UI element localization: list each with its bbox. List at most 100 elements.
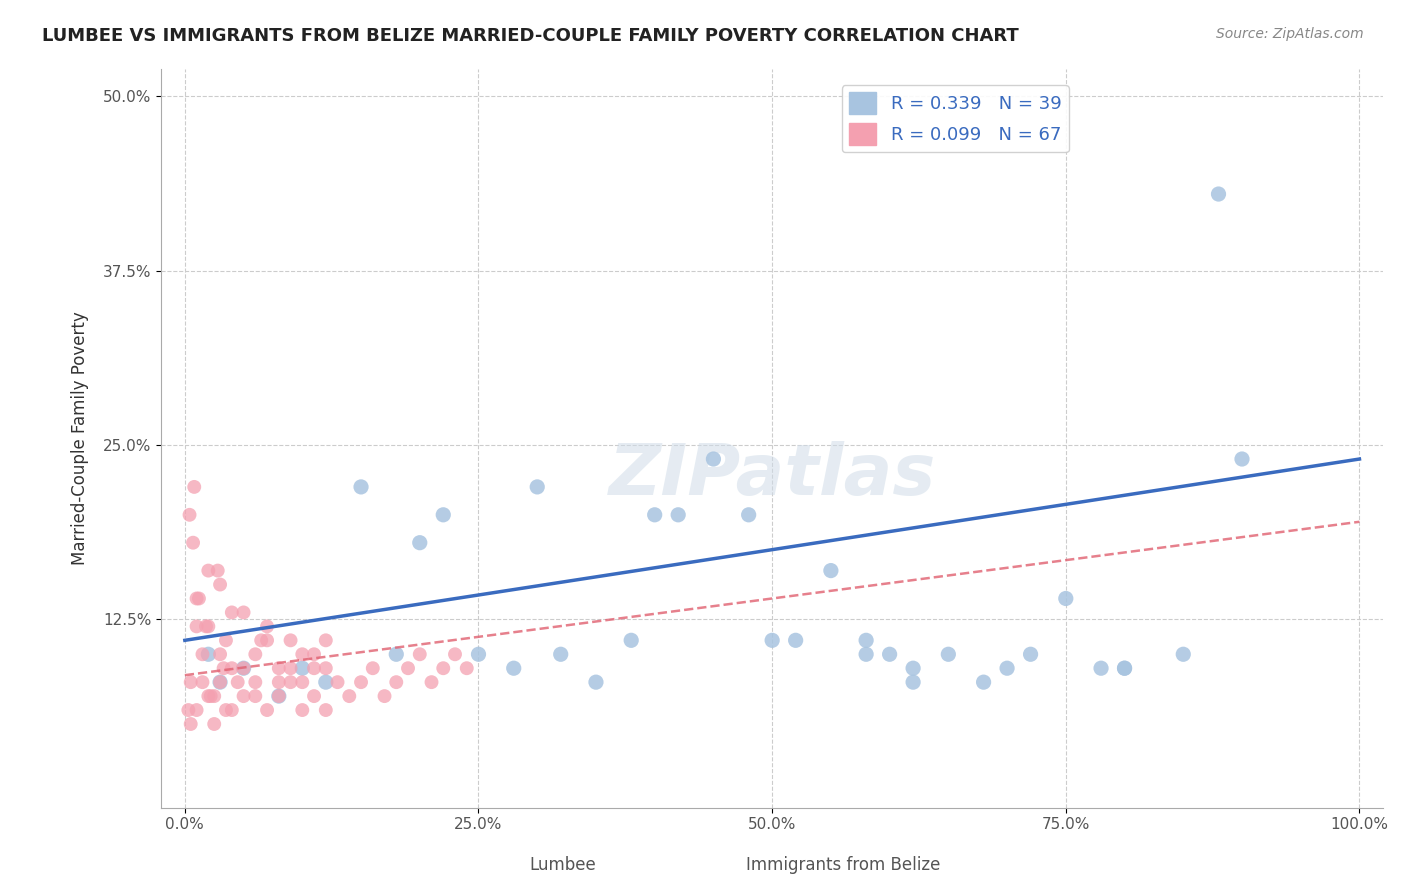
Point [267, 689, 290, 703]
Point [250, 633, 273, 648]
Point [350, 675, 373, 690]
Point [180, 717, 202, 731]
Point [855, 647, 877, 661]
Point [197, 564, 219, 578]
Point [361, 661, 384, 675]
Point [1114, 661, 1136, 675]
Point [209, 675, 232, 690]
Point [396, 661, 419, 675]
Point [232, 689, 254, 703]
Point [879, 647, 901, 661]
Point [337, 689, 360, 703]
Point [373, 689, 395, 703]
Point [666, 508, 689, 522]
Point [187, 591, 209, 606]
Point [432, 661, 454, 675]
Point [350, 480, 373, 494]
Point [1054, 591, 1077, 606]
Point [502, 661, 524, 675]
Text: Lumbee: Lumbee [529, 855, 596, 873]
Point [432, 508, 454, 522]
Point [177, 703, 200, 717]
Legend: R = 0.339   N = 39, R = 0.099   N = 67: R = 0.339 N = 39, R = 0.099 N = 67 [842, 85, 1069, 153]
Point [180, 675, 202, 690]
Point [200, 689, 222, 703]
Point [702, 452, 724, 467]
Point [820, 564, 842, 578]
Point [936, 647, 959, 661]
Point [221, 606, 243, 620]
Point [215, 703, 238, 717]
Point [409, 647, 432, 661]
Text: Immigrants from Belize: Immigrants from Belize [747, 855, 941, 873]
Point [291, 675, 314, 690]
Point [444, 647, 467, 661]
Point [302, 647, 325, 661]
Point [785, 633, 807, 648]
Point [315, 633, 337, 648]
Point [181, 535, 204, 549]
Point [267, 661, 290, 675]
Text: ZIPatlas: ZIPatlas [609, 441, 936, 509]
Point [1208, 187, 1230, 202]
Point [226, 675, 249, 690]
Point [901, 661, 924, 675]
Point [326, 675, 349, 690]
Point [183, 480, 205, 494]
Point [186, 619, 208, 633]
Point [280, 675, 302, 690]
Point [209, 577, 232, 591]
Point [644, 508, 666, 522]
Point [1173, 647, 1195, 661]
Point [256, 703, 278, 717]
Point [737, 508, 759, 522]
Point [195, 619, 218, 633]
Point [221, 703, 243, 717]
Point [209, 647, 232, 661]
Point [256, 633, 278, 648]
Point [302, 661, 325, 675]
Point [245, 647, 267, 661]
Point [420, 675, 443, 690]
Point [315, 675, 337, 690]
Point [761, 633, 783, 648]
Point [315, 703, 337, 717]
Point [901, 675, 924, 690]
Y-axis label: Married-Couple Family Poverty: Married-Couple Family Poverty [72, 311, 89, 565]
Point [256, 619, 278, 633]
Point [550, 647, 572, 661]
Point [197, 647, 219, 661]
Point [232, 661, 254, 675]
Point [291, 647, 314, 661]
Point [620, 633, 643, 648]
Point [202, 689, 225, 703]
Point [212, 661, 235, 675]
Point [186, 703, 208, 717]
Point [1114, 661, 1136, 675]
Point [280, 661, 302, 675]
Point [215, 633, 238, 648]
Point [221, 661, 243, 675]
Point [1230, 452, 1253, 467]
Point [315, 661, 337, 675]
Point [202, 717, 225, 731]
Point [1019, 647, 1042, 661]
Point [291, 703, 314, 717]
Point [855, 633, 877, 648]
Point [385, 647, 408, 661]
Point [267, 689, 290, 703]
Point [191, 675, 214, 690]
Point [409, 535, 432, 549]
Point [385, 675, 408, 690]
Point [267, 675, 290, 690]
Point [232, 661, 254, 675]
Point [973, 675, 995, 690]
Point [995, 661, 1018, 675]
Point [197, 689, 219, 703]
Point [585, 675, 607, 690]
Text: LUMBEE VS IMMIGRANTS FROM BELIZE MARRIED-COUPLE FAMILY POVERTY CORRELATION CHART: LUMBEE VS IMMIGRANTS FROM BELIZE MARRIED… [42, 27, 1019, 45]
Point [197, 619, 219, 633]
Point [245, 689, 267, 703]
Point [1090, 661, 1112, 675]
Point [191, 647, 214, 661]
